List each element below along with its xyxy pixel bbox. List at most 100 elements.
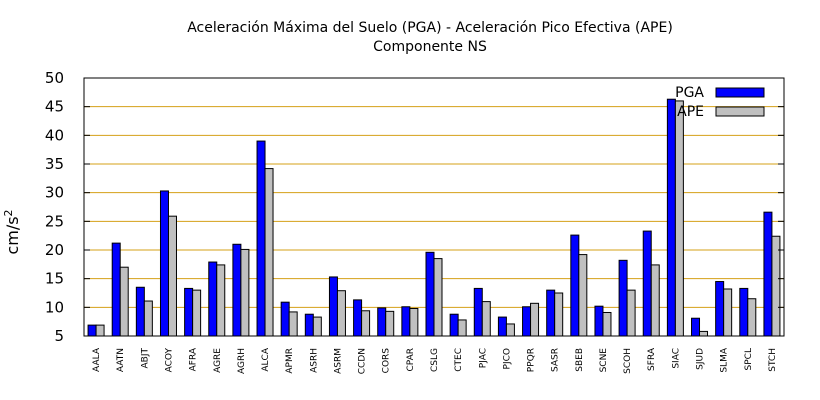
bar-ape bbox=[95, 324, 105, 337]
y-tick-label: 30 bbox=[45, 184, 64, 202]
bar-ape bbox=[264, 168, 274, 337]
bar-pga bbox=[304, 313, 314, 337]
bar-pga bbox=[280, 301, 290, 337]
x-tick-label: SFRA bbox=[647, 347, 657, 371]
y-tick-label: 5 bbox=[54, 327, 64, 345]
y-tick-label: 40 bbox=[45, 126, 64, 144]
x-tick-label: CCDN bbox=[358, 348, 368, 374]
bar-pga bbox=[328, 276, 338, 337]
bar-pga bbox=[570, 234, 580, 337]
x-tick-label: SCNE bbox=[599, 348, 609, 373]
x-tick-label: PPQR bbox=[527, 348, 537, 372]
bar-ape bbox=[699, 330, 709, 337]
bar-ape bbox=[336, 290, 346, 337]
bar-ape bbox=[288, 311, 298, 337]
x-tick-label: ACOY bbox=[164, 348, 174, 373]
bar-ape bbox=[361, 310, 371, 337]
bar-pga bbox=[691, 317, 701, 337]
bar-pga bbox=[353, 299, 363, 337]
bar-pga bbox=[208, 261, 218, 337]
legend-label: APE bbox=[677, 104, 704, 120]
x-tick-label: SPCL bbox=[744, 348, 754, 370]
bar-pga bbox=[763, 211, 773, 337]
x-tick-label: SIAC bbox=[671, 348, 681, 369]
y-tick-label: 20 bbox=[45, 241, 64, 259]
x-tick-label: PJCO bbox=[502, 348, 512, 369]
x-tick-label: CSLG bbox=[430, 348, 440, 372]
bar-ape bbox=[457, 319, 467, 337]
x-tick-label: AFRA bbox=[189, 347, 199, 371]
x-tick-label: APMR bbox=[285, 348, 295, 374]
bar-ape bbox=[505, 323, 515, 337]
legend-swatch bbox=[715, 87, 765, 98]
y-tick-label: 10 bbox=[45, 298, 64, 316]
legend: PGA APE bbox=[675, 85, 765, 120]
bar-ape bbox=[167, 215, 177, 337]
chart-title-line-1: Aceleración Máxima del Suelo (PGA) - Ace… bbox=[187, 20, 673, 36]
bar-pga bbox=[159, 190, 169, 337]
y-ticks: 5 10 15 20 25 30 35 40 45 50 bbox=[45, 69, 784, 345]
bar-ape bbox=[626, 289, 636, 337]
bar-pga bbox=[401, 306, 411, 337]
bar-ape bbox=[192, 289, 202, 337]
x-tick-label: PJAC bbox=[478, 348, 488, 368]
bar-pga bbox=[715, 281, 725, 337]
bar-ape bbox=[143, 300, 153, 337]
legend-label: PGA bbox=[675, 85, 704, 101]
y-axis-label: cm/s2 bbox=[2, 209, 22, 254]
bar-pga bbox=[522, 306, 532, 337]
y-tick-label: 15 bbox=[45, 270, 64, 288]
bar-pga bbox=[739, 287, 749, 337]
bar-pga bbox=[135, 286, 145, 337]
x-tick-label: SBEB bbox=[575, 348, 585, 372]
plot-frame bbox=[83, 77, 785, 337]
bar-pga bbox=[87, 324, 97, 337]
bar-ape bbox=[481, 301, 491, 337]
x-tick-label: ALCA bbox=[261, 347, 271, 371]
y-tick-label: 45 bbox=[45, 98, 64, 116]
x-tick-label: ASRM bbox=[333, 348, 343, 374]
bar-pga bbox=[666, 98, 676, 337]
bar-ape bbox=[723, 288, 733, 337]
bar-pga bbox=[377, 307, 387, 337]
y-tick-label: 50 bbox=[45, 69, 64, 87]
bar-pga bbox=[618, 259, 628, 337]
bar-pga bbox=[594, 305, 604, 337]
bar-pga bbox=[232, 243, 242, 337]
bar-ape bbox=[650, 264, 660, 337]
x-tick-label: CORS bbox=[382, 348, 392, 374]
x-tick-label: SASR bbox=[551, 348, 561, 372]
x-tick-label: SJUD bbox=[696, 348, 706, 370]
bar-pga bbox=[184, 287, 194, 337]
bar-ape bbox=[530, 302, 540, 337]
x-tick-label: CPAR bbox=[406, 348, 416, 372]
bar-ape bbox=[747, 298, 757, 337]
bar-ape bbox=[216, 264, 226, 337]
x-tick-label: SLMA bbox=[720, 347, 730, 372]
x-tick-label: ASRH bbox=[309, 348, 319, 373]
bar-pga bbox=[449, 313, 459, 337]
bar-ape bbox=[771, 235, 781, 337]
bar-ape bbox=[433, 258, 443, 337]
bar-ape bbox=[674, 100, 684, 337]
bar-pga bbox=[642, 230, 652, 337]
y-tick-label: 25 bbox=[45, 212, 64, 230]
bar-ape bbox=[409, 307, 419, 337]
bar-pga bbox=[425, 251, 435, 337]
chart-title-line-2: Componente NS bbox=[373, 39, 487, 55]
bar-pga bbox=[256, 140, 266, 337]
x-tick-label: STCH bbox=[768, 348, 778, 372]
bar-pga bbox=[473, 287, 483, 337]
bar-pga bbox=[546, 289, 556, 337]
x-tick-label: AGRE bbox=[213, 348, 223, 373]
y-axis-label-unit: cm/s bbox=[3, 216, 22, 254]
bar-ape bbox=[385, 310, 395, 337]
bar-ape bbox=[119, 266, 129, 337]
x-tick-label: ABJT bbox=[140, 347, 150, 368]
x-tick-label: AGRH bbox=[237, 348, 247, 374]
x-tick-label: SCOH bbox=[623, 348, 633, 374]
gridlines bbox=[84, 106, 784, 308]
x-tick-label: AATN bbox=[116, 348, 126, 372]
x-tick-label: AALA bbox=[92, 347, 102, 372]
